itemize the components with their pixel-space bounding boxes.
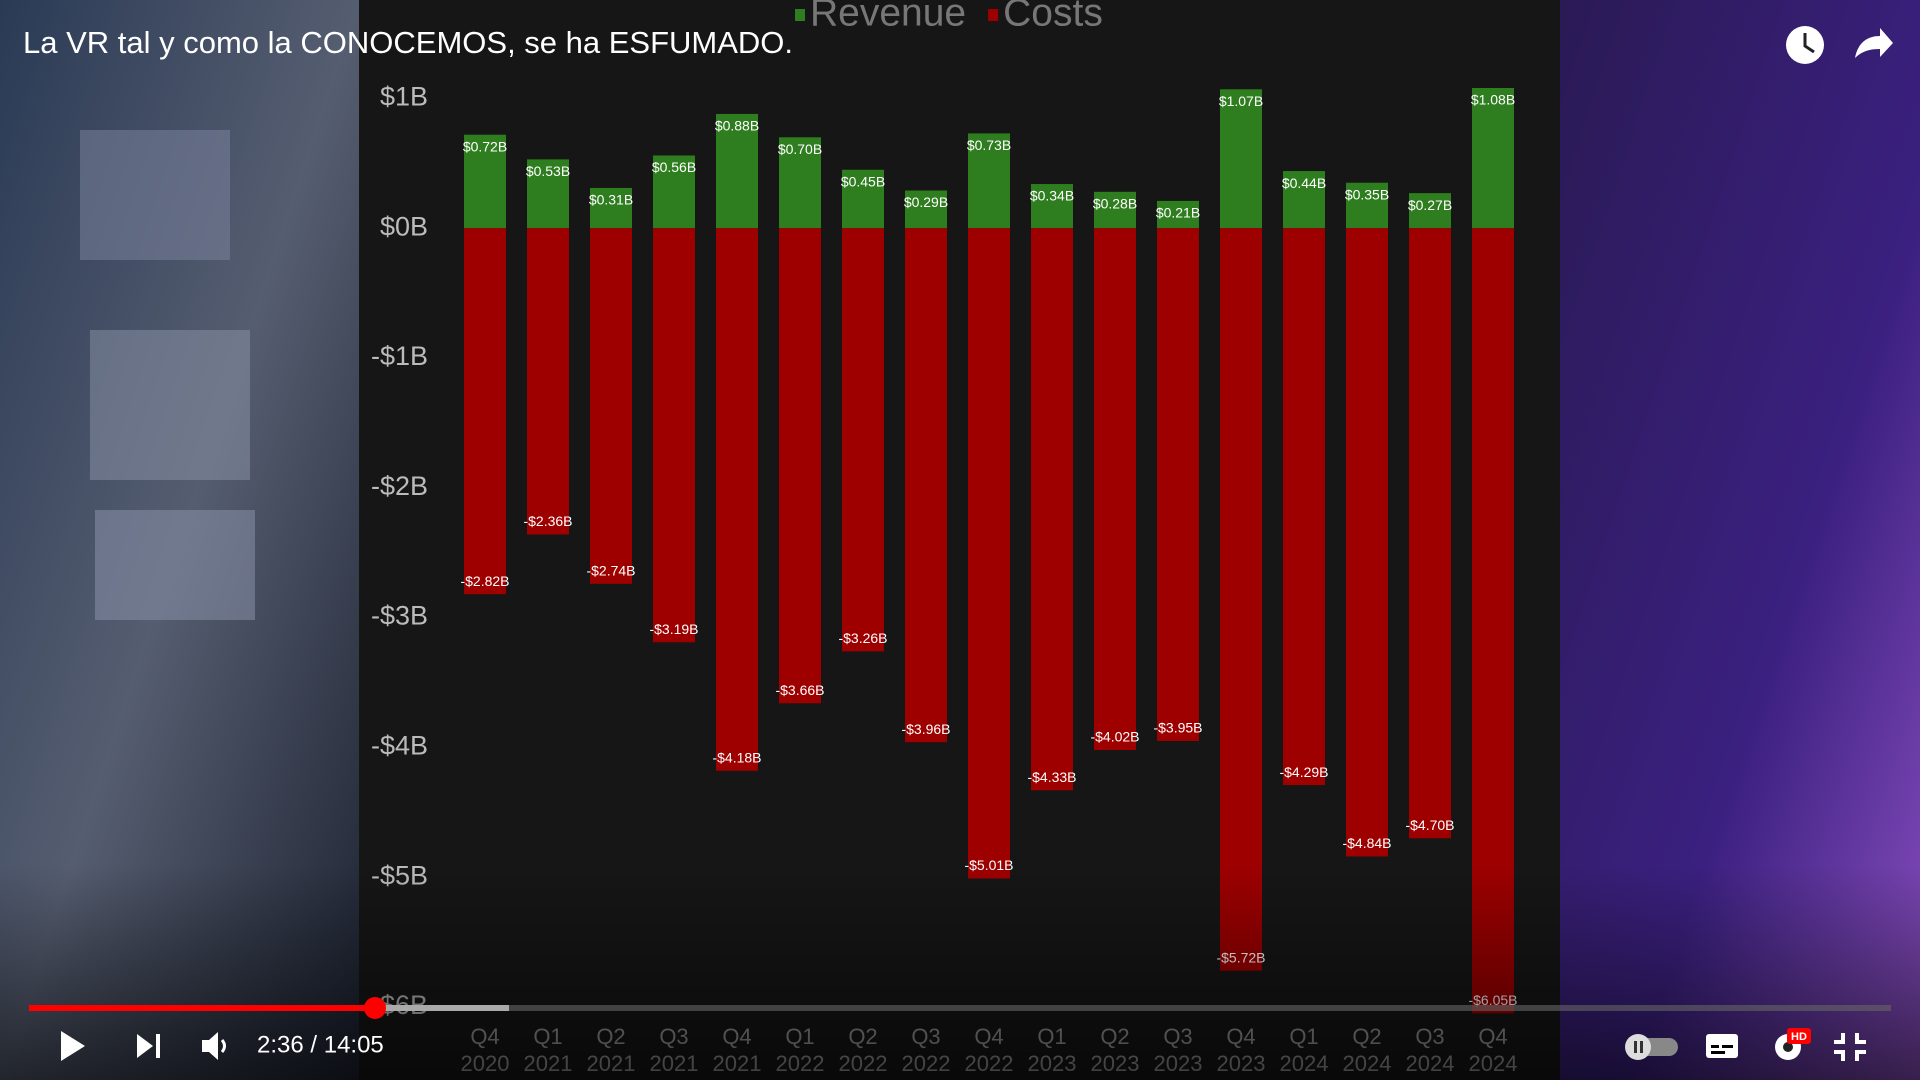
play-button[interactable] [61,1031,85,1061]
watch-later-button[interactable] [1786,26,1824,64]
progress-scrubber[interactable] [364,997,386,1019]
autoplay-toggle[interactable] [1625,1034,1678,1060]
progress-played [29,1005,375,1011]
subtitles-button[interactable] [1706,1034,1738,1058]
next-button[interactable] [137,1034,160,1058]
exit-fullscreen-button[interactable] [1834,1033,1866,1061]
volume-button[interactable] [202,1032,226,1060]
hd-badge: HD [1791,1031,1807,1043]
settings-button[interactable]: HD [1775,1028,1811,1060]
video-title: La VR tal y como la CONOCEMOS, se ha ESF… [23,25,793,60]
progress-track[interactable] [29,1005,1891,1011]
share-button[interactable] [1855,28,1893,58]
time-display: 2:36 / 14:05 [257,1031,384,1058]
